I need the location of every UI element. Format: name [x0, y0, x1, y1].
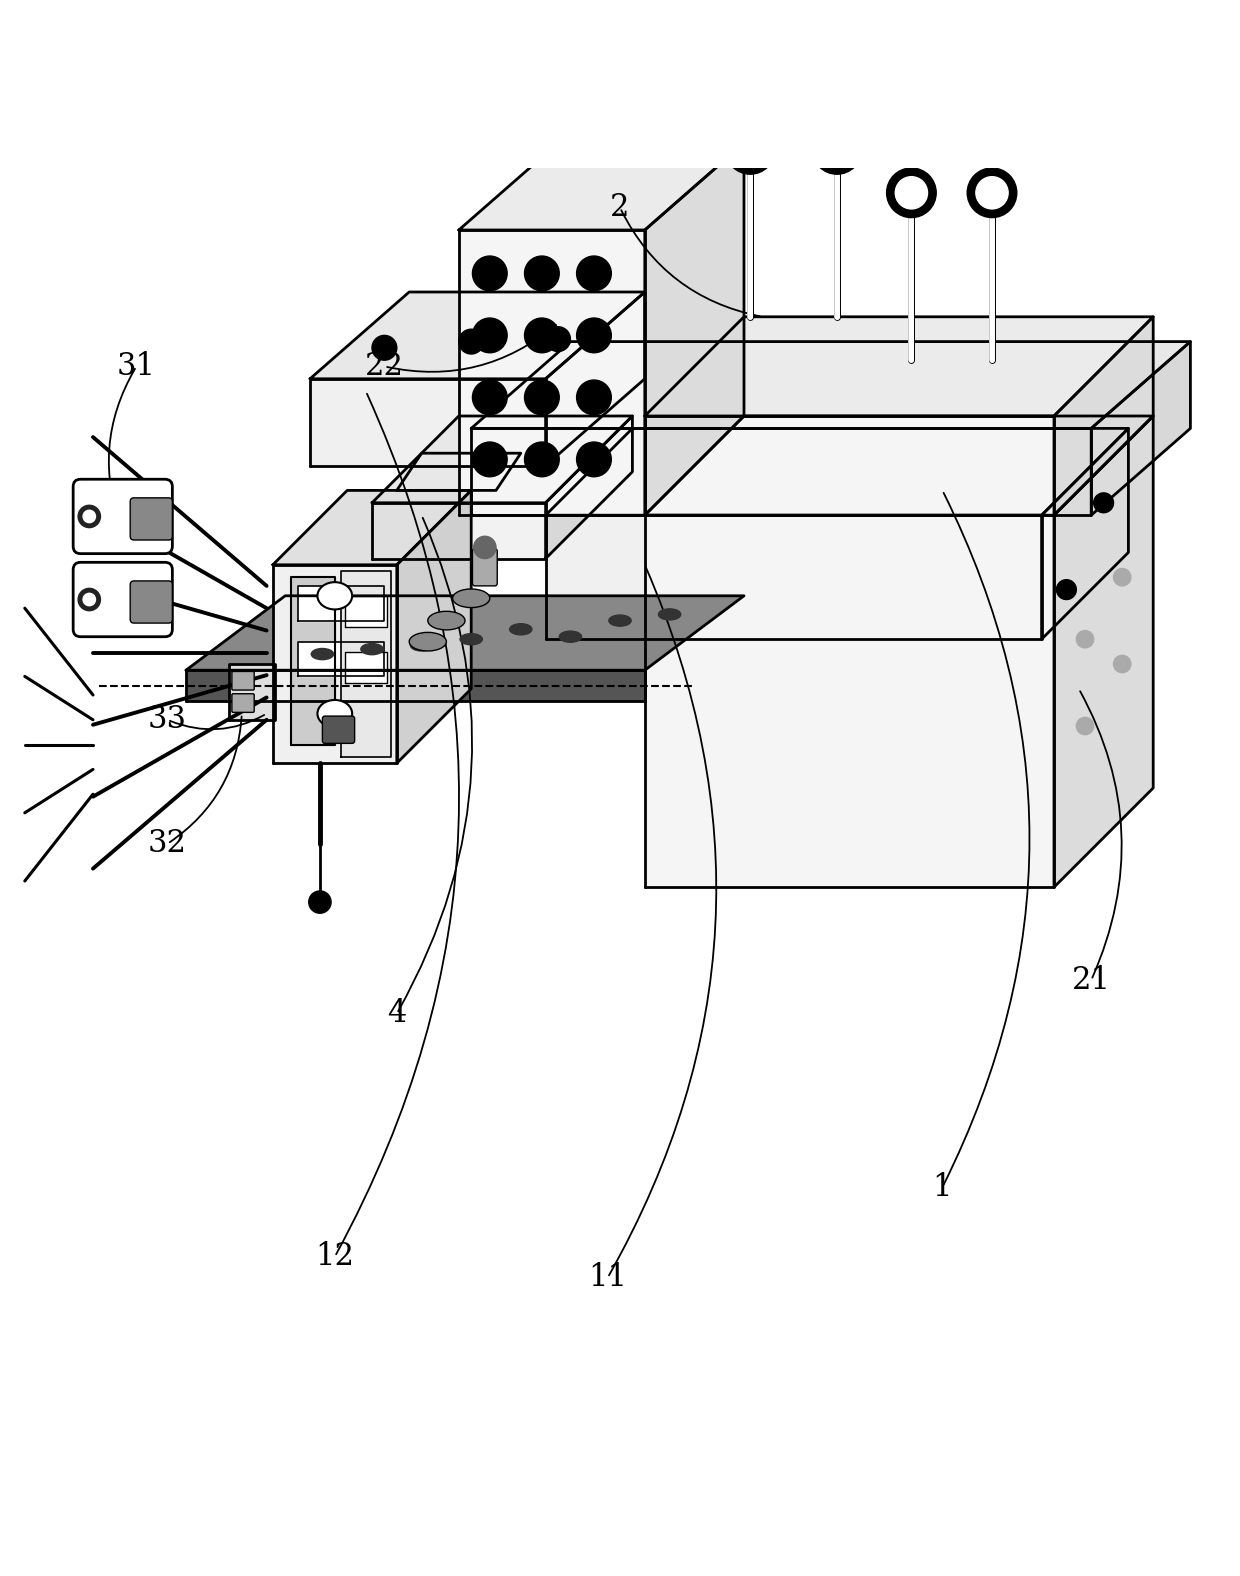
- Circle shape: [577, 441, 611, 478]
- Circle shape: [472, 441, 507, 478]
- Polygon shape: [273, 490, 471, 564]
- Ellipse shape: [361, 643, 383, 654]
- Polygon shape: [273, 564, 397, 763]
- Ellipse shape: [559, 630, 582, 643]
- Ellipse shape: [410, 640, 433, 651]
- Ellipse shape: [317, 700, 352, 727]
- Circle shape: [1094, 493, 1114, 512]
- FancyBboxPatch shape: [130, 498, 172, 541]
- Circle shape: [474, 536, 496, 558]
- Circle shape: [1114, 569, 1131, 586]
- Ellipse shape: [609, 615, 631, 626]
- Ellipse shape: [453, 589, 490, 608]
- Circle shape: [472, 255, 507, 290]
- Circle shape: [546, 326, 570, 351]
- Circle shape: [525, 380, 559, 414]
- Text: 12: 12: [315, 1242, 355, 1272]
- Polygon shape: [471, 342, 1190, 429]
- Circle shape: [83, 593, 95, 605]
- Polygon shape: [1054, 317, 1153, 515]
- Circle shape: [895, 177, 928, 210]
- FancyBboxPatch shape: [130, 582, 172, 623]
- Ellipse shape: [510, 624, 532, 635]
- Polygon shape: [298, 586, 384, 621]
- Polygon shape: [1042, 429, 1128, 640]
- Circle shape: [577, 318, 611, 353]
- Polygon shape: [546, 416, 632, 558]
- Ellipse shape: [317, 582, 352, 610]
- Text: 22: 22: [365, 351, 404, 381]
- Circle shape: [472, 380, 507, 414]
- Text: 4: 4: [387, 998, 407, 1029]
- Polygon shape: [310, 378, 546, 465]
- Circle shape: [1056, 580, 1076, 599]
- Circle shape: [976, 177, 1008, 210]
- Polygon shape: [471, 429, 1091, 515]
- Circle shape: [372, 336, 397, 361]
- Polygon shape: [1091, 342, 1190, 515]
- Text: 2: 2: [610, 192, 630, 224]
- Circle shape: [812, 125, 862, 175]
- Circle shape: [887, 169, 936, 217]
- Circle shape: [577, 380, 611, 414]
- Circle shape: [83, 511, 95, 523]
- Circle shape: [525, 441, 559, 478]
- Polygon shape: [546, 515, 1042, 640]
- Circle shape: [472, 318, 507, 353]
- Polygon shape: [372, 416, 632, 503]
- Polygon shape: [345, 596, 387, 627]
- Circle shape: [734, 134, 766, 165]
- Circle shape: [78, 588, 100, 610]
- Polygon shape: [310, 292, 645, 378]
- Polygon shape: [186, 596, 744, 670]
- Polygon shape: [291, 577, 335, 744]
- Text: 11: 11: [588, 1262, 627, 1294]
- Ellipse shape: [409, 632, 446, 651]
- FancyBboxPatch shape: [73, 479, 172, 553]
- Polygon shape: [459, 230, 645, 515]
- Polygon shape: [546, 292, 645, 465]
- Polygon shape: [372, 503, 546, 558]
- Text: 33: 33: [148, 704, 187, 736]
- Text: 21: 21: [1071, 965, 1111, 996]
- Polygon shape: [397, 490, 471, 763]
- Polygon shape: [459, 143, 744, 230]
- FancyBboxPatch shape: [322, 716, 355, 744]
- Circle shape: [459, 329, 484, 355]
- Text: 1: 1: [932, 1173, 952, 1202]
- Polygon shape: [645, 317, 1153, 416]
- Text: 32: 32: [148, 829, 187, 859]
- Polygon shape: [229, 663, 275, 720]
- Polygon shape: [645, 143, 744, 515]
- Polygon shape: [546, 429, 1128, 515]
- FancyBboxPatch shape: [232, 693, 254, 712]
- Ellipse shape: [428, 611, 465, 630]
- Circle shape: [1076, 717, 1094, 734]
- Circle shape: [725, 125, 775, 175]
- Polygon shape: [645, 515, 1054, 887]
- FancyBboxPatch shape: [472, 548, 497, 586]
- Polygon shape: [345, 651, 387, 682]
- Polygon shape: [341, 571, 391, 756]
- Circle shape: [967, 169, 1017, 217]
- Ellipse shape: [460, 634, 482, 645]
- Polygon shape: [186, 670, 645, 701]
- Circle shape: [78, 506, 100, 528]
- Polygon shape: [645, 416, 1054, 515]
- Ellipse shape: [658, 608, 681, 619]
- Circle shape: [821, 134, 853, 165]
- Polygon shape: [1054, 416, 1153, 887]
- Circle shape: [577, 255, 611, 290]
- Circle shape: [1076, 630, 1094, 648]
- Text: 31: 31: [117, 351, 156, 381]
- FancyBboxPatch shape: [73, 563, 172, 637]
- FancyBboxPatch shape: [232, 671, 254, 690]
- Circle shape: [525, 255, 559, 290]
- Circle shape: [525, 318, 559, 353]
- Polygon shape: [645, 416, 1153, 515]
- Circle shape: [309, 890, 331, 913]
- Ellipse shape: [311, 648, 334, 660]
- Circle shape: [1114, 656, 1131, 673]
- Polygon shape: [298, 641, 384, 676]
